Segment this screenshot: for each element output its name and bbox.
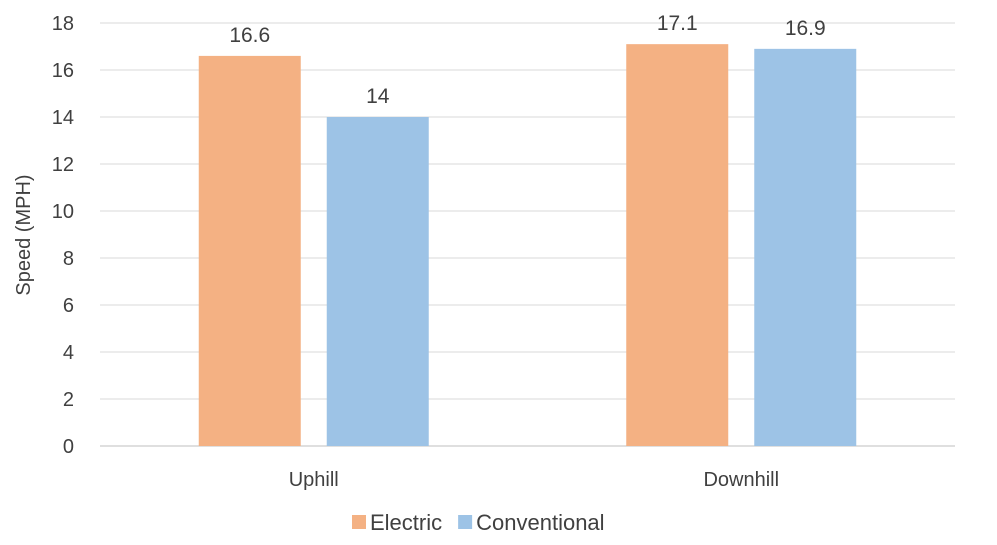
y-tick-label: 18 [52,13,74,35]
legend: Electric Conventional [352,510,605,535]
y-tick-label: 4 [63,342,74,364]
y-tick-label: 2 [63,389,74,411]
data-label: 16.9 [785,17,826,40]
data-label: 14 [366,85,390,108]
y-axis-title: Speed (MPH) [13,174,35,295]
x-category-label: Uphill [289,469,339,491]
bar-conventional-downhill [754,48,857,446]
legend-swatch-electric [352,515,366,529]
data-label: 16.6 [229,24,270,47]
x-axis-categories: Uphill Downhill [289,469,779,491]
y-tick-label: 12 [52,154,74,176]
legend-label-electric: Electric [370,510,442,535]
bars [198,44,857,447]
bar-conventional-uphill [326,117,429,446]
legend-label-conventional: Conventional [476,510,604,535]
y-tick-label: 0 [63,436,74,458]
data-labels: 16.6 14 17.1 16.9 [229,12,825,108]
bar-electric-downhill [626,44,729,447]
y-axis-ticks: 0 2 4 6 8 10 12 14 16 18 [52,13,74,458]
y-tick-label: 10 [52,201,74,223]
y-tick-label: 16 [52,60,74,82]
data-label: 17.1 [657,12,698,35]
y-tick-label: 6 [63,295,74,317]
bar-electric-uphill [198,55,301,447]
y-tick-label: 14 [52,107,74,129]
y-tick-label: 8 [63,248,74,270]
legend-swatch-conventional [458,515,473,529]
x-category-label: Downhill [703,469,779,491]
